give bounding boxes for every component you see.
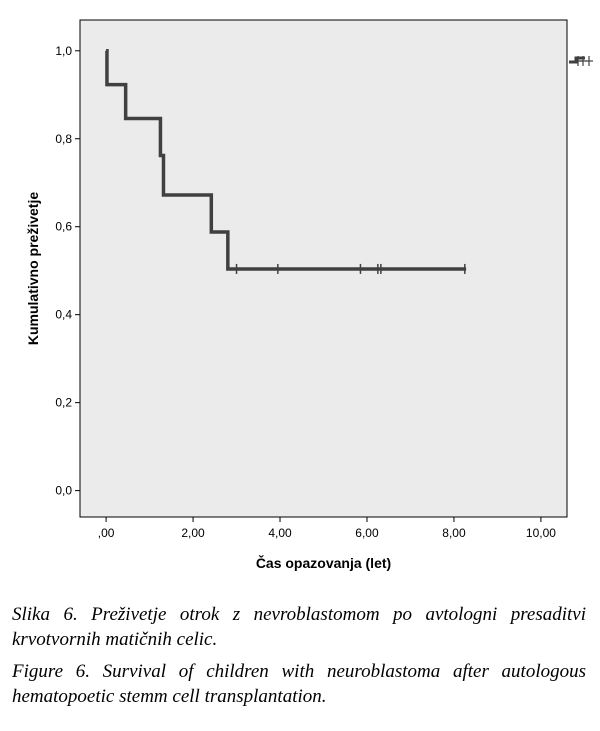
x-axis-ticks: ,00 2,00 4,00 6,00 8,00 10,00 bbox=[98, 517, 556, 540]
y-tick-label: 0,4 bbox=[55, 308, 72, 322]
y-axis-title: Kumulativno preživetje bbox=[25, 192, 41, 345]
survival-chart: 0,0 0,2 0,4 0,6 0,8 1,0 ,00 2,00 4,00 6,00 8,00 10… bbox=[25, 19, 593, 571]
x-tick-label: 8,00 bbox=[442, 526, 466, 540]
y-axis-ticks: 0,0 0,2 0,4 0,6 0,8 1,0 bbox=[55, 44, 80, 498]
y-tick-label: 1,0 bbox=[55, 44, 72, 58]
y-tick-label: 0,6 bbox=[55, 220, 72, 234]
x-tick-label: 6,00 bbox=[355, 526, 379, 540]
legend-line bbox=[569, 56, 585, 64]
caption-slovene: Slika 6. Preživetje otrok z nevroblastom… bbox=[12, 604, 586, 650]
x-axis-title: Čas opazovanja (let) bbox=[256, 554, 391, 571]
x-tick-label: 4,00 bbox=[268, 526, 292, 540]
caption-english: Figure 6. Survival of children with neur… bbox=[12, 661, 586, 707]
x-tick-label: ,00 bbox=[98, 526, 115, 540]
x-tick-label: 2,00 bbox=[181, 526, 205, 540]
series-group bbox=[105, 49, 467, 274]
y-tick-label: 0,0 bbox=[55, 484, 72, 498]
legend-marker bbox=[569, 56, 593, 66]
y-tick-label: 0,8 bbox=[55, 132, 72, 146]
survival-step-line bbox=[105, 49, 467, 271]
y-tick-label: 0,2 bbox=[55, 396, 72, 410]
x-tick-label: 10,00 bbox=[526, 526, 556, 540]
